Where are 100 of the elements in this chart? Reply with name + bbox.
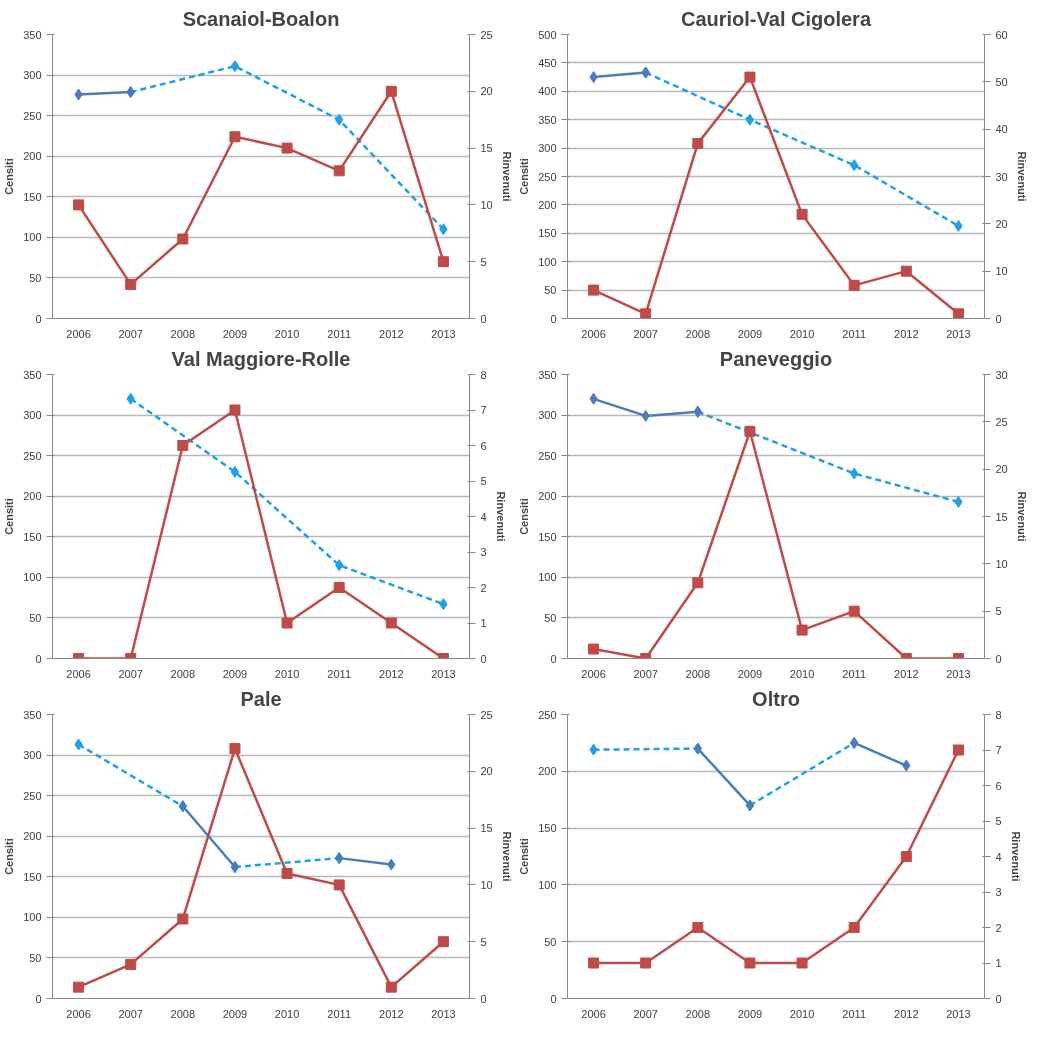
x-tick-label: 2010 (789, 327, 815, 340)
y-tick-label: 200 (23, 830, 42, 843)
y-tick-label: 350 (538, 368, 557, 381)
y-axis-title: Censiti (3, 838, 16, 875)
x-tick-label: 2009 (737, 1007, 763, 1020)
x-tick-label: 2012 (894, 1007, 919, 1020)
y2-tick-label: 5 (995, 605, 1002, 618)
x-tick-label: 2008 (685, 1007, 711, 1020)
y-axis-title: Censiti (3, 498, 16, 535)
x-tick-label: 2007 (118, 667, 143, 680)
y2-tick-label: 25 (995, 415, 1008, 428)
y2-tick-label: 50 (995, 75, 1008, 88)
y-tick-label: 200 (538, 765, 557, 778)
y-axis-title: Censiti (518, 498, 531, 535)
y-tick-label: 0 (550, 652, 557, 665)
y-tick-label: 500 (538, 28, 557, 41)
y2-axis-title: Rinvenuti (1015, 491, 1028, 542)
y2-tick-label: 15 (480, 822, 493, 835)
y2-tick-label: 8 (480, 368, 487, 381)
y-tick-label: 0 (35, 312, 42, 325)
y2-tick-label: 25 (480, 28, 493, 41)
y2-tick-label: 3 (995, 886, 1002, 898)
y2-tick-label: 0 (480, 312, 487, 325)
chart-title: Cauriol-Val Cigolera (680, 7, 872, 30)
y-tick-label: 150 (23, 870, 42, 883)
y2-tick-label: 0 (480, 992, 487, 1005)
y2-tick-label: 7 (480, 404, 487, 416)
y2-tick-label: 20 (480, 765, 493, 778)
x-tick-label: 2006 (581, 327, 606, 340)
y2-tick-label: 2 (480, 581, 487, 594)
y-tick-label: 0 (550, 312, 557, 325)
y2-tick-label: 4 (480, 510, 487, 523)
x-tick-label: 2013 (431, 667, 456, 680)
x-tick-label: 2013 (946, 327, 971, 340)
y2-tick-label: 5 (480, 255, 487, 268)
y-tick-label: 100 (23, 571, 42, 584)
y2-tick-label: 0 (995, 312, 1002, 325)
x-tick-label: 2009 (222, 667, 248, 680)
y2-tick-label: 15 (480, 142, 493, 155)
x-tick-label: 2012 (894, 667, 919, 680)
y-tick-label: 0 (550, 992, 557, 1005)
y-tick-label: 150 (538, 822, 557, 835)
y2-tick-label: 5 (480, 475, 487, 487)
x-tick-label: 2008 (685, 327, 711, 340)
y-tick-label: 300 (538, 142, 557, 155)
y-tick-label: 350 (23, 368, 42, 381)
y-tick-label: 50 (544, 935, 557, 948)
y2-tick-label: 4 (995, 850, 1002, 863)
y2-tick-label: 20 (995, 463, 1008, 476)
y2-tick-label: 30 (995, 368, 1008, 381)
chart-title: Pale (240, 687, 282, 710)
x-tick-label: 2006 (66, 667, 91, 680)
x-tick-label: 2007 (118, 327, 143, 340)
y-tick-label: 450 (538, 56, 557, 69)
x-tick-label: 2006 (581, 667, 606, 680)
y2-tick-label: 60 (995, 28, 1008, 41)
x-tick-label: 2006 (66, 1007, 91, 1020)
y-axis-title: Censiti (518, 838, 531, 875)
y-tick-label: 100 (538, 878, 557, 891)
y2-tick-label: 1 (995, 957, 1002, 969)
y2-tick-label: 8 (995, 708, 1002, 721)
y2-tick-label: 10 (995, 265, 1008, 278)
x-tick-label: 2012 (379, 327, 404, 340)
x-tick-label: 2009 (737, 327, 763, 340)
chart-title: Paneveggio (719, 347, 833, 370)
y-tick-label: 100 (538, 571, 557, 584)
y2-tick-label: 0 (480, 652, 487, 665)
y2-tick-label: 10 (995, 557, 1008, 570)
y2-tick-label: 40 (995, 123, 1008, 136)
y-tick-label: 0 (35, 992, 42, 1005)
y2-tick-label: 20 (480, 85, 493, 98)
y-tick-label: 250 (23, 449, 42, 462)
y-tick-label: 0 (35, 652, 42, 665)
y-axis-title: Censiti (518, 158, 531, 195)
chart-title: Val Maggiore-Rolle (171, 347, 351, 370)
chart-title: Oltro (752, 687, 800, 710)
x-tick-label: 2006 (581, 1007, 606, 1020)
x-tick-label: 2013 (946, 1007, 971, 1020)
y2-tick-label: 5 (995, 815, 1002, 827)
x-tick-label: 2008 (170, 1007, 196, 1020)
x-tick-label: 2009 (222, 327, 248, 340)
y-tick-label: 50 (29, 611, 42, 624)
y-tick-label: 250 (538, 170, 557, 183)
x-tick-label: 2011 (327, 327, 352, 340)
y2-tick-label: 2 (995, 921, 1002, 934)
y-tick-label: 50 (29, 271, 42, 284)
y-tick-label: 150 (23, 190, 42, 203)
x-tick-label: 2007 (633, 327, 658, 340)
y-tick-label: 250 (23, 109, 42, 122)
y2-tick-label: 30 (995, 170, 1008, 183)
y2-axis-title: Rinvenuti (1009, 831, 1022, 882)
y2-tick-label: 6 (480, 439, 487, 452)
y-tick-label: 200 (538, 198, 557, 211)
x-tick-label: 2013 (431, 1007, 456, 1020)
x-tick-label: 2007 (633, 1007, 658, 1020)
y2-tick-label: 1 (480, 617, 487, 629)
y-tick-label: 300 (23, 749, 42, 762)
y2-tick-label: 6 (995, 779, 1002, 792)
y2-tick-label: 10 (480, 198, 493, 211)
x-tick-label: 2009 (222, 1007, 248, 1020)
